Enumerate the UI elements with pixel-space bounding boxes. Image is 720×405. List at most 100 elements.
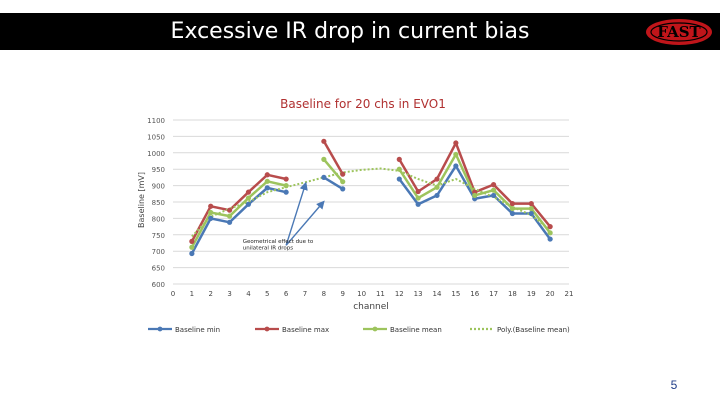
annotation-arrow-left [285,181,308,246]
legend-item-2: Baseline mean [363,326,442,334]
legend-label-0: Baseline min [175,326,220,334]
series-line-0-seg-0 [190,186,287,255]
x-axis-label: channel [353,302,389,312]
point-s0-x2 [208,215,214,221]
point-s2-x12 [396,166,402,172]
legend-marker-0 [157,326,163,332]
point-s1-x20 [547,224,553,230]
point-s1-x19 [528,201,534,207]
point-s1-x18 [509,201,516,207]
x-tick-19: 19 [527,290,536,298]
point-s1-x13 [415,188,421,195]
x-tick-15: 15 [451,290,460,298]
point-s2-x15 [453,151,459,158]
legend-item-3: Poly.(Baseline mean) [470,326,570,334]
x-tick-9: 9 [340,290,344,298]
point-s0-x4 [245,201,252,207]
point-s0-x17 [490,192,497,199]
legend-item-0: Baseline min [148,326,220,334]
y-tick-1000: 1000 [147,150,165,158]
x-tick-0: 0 [171,290,175,298]
point-s0-x19 [528,210,534,217]
point-s0-x1 [189,250,195,257]
series-line-1-seg-1 [322,140,344,175]
point-s1-x4 [245,189,252,195]
x-tick-12: 12 [395,290,404,298]
x-tick-4: 4 [246,290,251,298]
point-s0-x18 [509,210,516,217]
point-s0-x5 [264,185,270,191]
x-tick-2: 2 [208,290,212,298]
legend-label-1: Baseline max [282,326,329,334]
x-tick-14: 14 [433,290,442,298]
legend-label-2: Baseline mean [390,326,442,334]
point-s1-x2 [208,203,214,209]
slide-number: 5 [670,378,678,392]
point-s0-x15 [453,163,459,169]
annotation-arrow-right [285,200,325,246]
point-s1-x6 [283,176,289,182]
y-tick-labels: 600 650 700 750 800 850 900 950 1000 1050 1100 [147,117,165,289]
y-tick-900: 900 [152,183,165,191]
point-s1-x9 [340,171,346,177]
point-s2-x20 [547,230,553,236]
point-s0-x9 [340,186,346,192]
point-s1-x14 [434,176,440,182]
legend-marker-1 [264,326,270,332]
x-tick-13: 13 [414,290,423,298]
y-tick-800: 800 [152,215,165,223]
x-tick-11: 11 [376,290,385,298]
point-s2-x1 [189,244,195,250]
point-s2-x17 [490,187,497,193]
x-tick-8: 8 [322,290,326,298]
x-tick-3: 3 [227,290,231,298]
y-tick-950: 950 [152,166,165,174]
logo-text: FAST [657,23,701,41]
chart-title: Baseline for 20 chs in EVO1 [280,97,446,111]
x-tick-10: 10 [357,290,366,298]
point-s2-x4 [245,195,252,201]
point-s2-x19 [528,205,534,212]
point-s0-x6 [283,189,289,195]
y-tick-1050: 1050 [147,133,165,141]
point-s0-x12 [396,176,402,182]
x-tick-17: 17 [489,290,498,298]
x-tick-16: 16 [470,290,479,298]
point-s2-x5 [264,178,270,184]
y-tick-700: 700 [152,248,165,256]
point-s1-x12 [396,156,402,162]
slide-title: Excessive IR drop in current bias [170,19,530,44]
y-tick-850: 850 [152,199,165,207]
point-s1-x3 [226,207,233,213]
point-s1-x8 [321,138,327,144]
x-tick-7: 7 [303,290,307,298]
legend-label-3: Poly.(Baseline mean) [497,326,570,334]
annotation-text-1: Geometrical effect due to [243,239,314,245]
point-s1-x1 [189,238,195,244]
x-tick-18: 18 [508,290,517,298]
legend-marker-2 [372,326,378,332]
point-s2-x14 [434,184,440,190]
x-tick-labels: 0 1 2 3 4 5 6 7 8 9 10 11 12 13 14 15 16 17 18 19 20 21 [171,290,574,298]
point-s2-x8 [321,156,327,162]
point-s2-x16 [472,192,478,199]
x-tick-1: 1 [190,290,194,298]
legend-item-1: Baseline max [255,326,329,334]
point-s2-x6 [283,183,289,189]
y-tick-750: 750 [152,232,165,240]
y-tick-600: 600 [152,281,165,289]
point-s0-x8 [321,174,327,180]
point-s0-x13 [415,201,421,207]
x-tick-20: 20 [546,290,555,298]
y-tick-1100: 1100 [147,117,165,125]
point-s0-x3 [226,219,233,225]
legend: Baseline min Baseline max Baseline mean Pol… [148,326,570,334]
annotation-text-2: unilateral IR drops [243,246,294,252]
fast-logo: FAST [646,19,712,45]
title-bar: Excessive IR drop in current bias [0,13,720,50]
x-tick-5: 5 [265,290,269,298]
y-axis-label: Baseline [mV] [137,172,146,228]
point-s2-x18 [509,205,516,212]
